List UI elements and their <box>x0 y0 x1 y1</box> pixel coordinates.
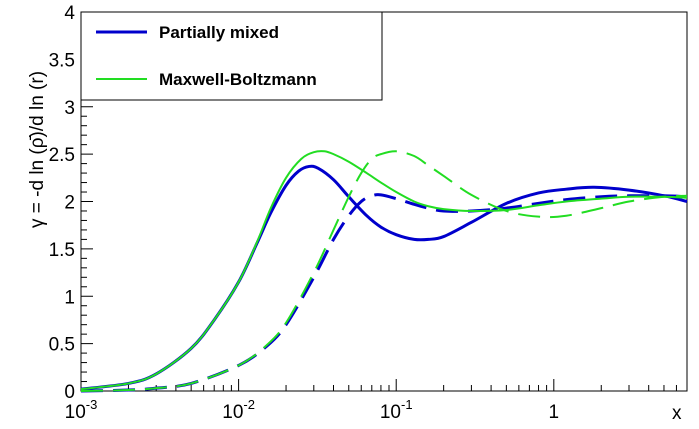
y-tick-label: 2 <box>64 193 75 214</box>
y-tick-label: 4 <box>64 3 75 24</box>
y-tick-label: 2.5 <box>49 145 75 166</box>
y-tick-label: 0.5 <box>49 335 75 356</box>
y-tick-label: 0 <box>64 382 75 403</box>
x-tick-label: 10-3 <box>65 397 98 423</box>
x-axis-title: x <box>672 403 682 424</box>
legend: Partially mixed Maxwell-Boltzmann <box>80 11 383 101</box>
y-tick-label: 3.5 <box>49 50 75 71</box>
x-tick-label: 10-2 <box>222 397 255 423</box>
legend-label-maxwell-boltzmann: Maxwell-Boltzmann <box>159 70 317 89</box>
y-tick-label: 1 <box>64 287 75 308</box>
series-line-3 <box>80 150 688 392</box>
series-lines <box>80 150 688 393</box>
x-tick-label: 10-1 <box>380 397 413 423</box>
y-axis-title: γ = -d ln (ρ̄)/d ln (r) <box>27 71 48 228</box>
legend-label-partially-mixed: Partially mixed <box>159 23 279 42</box>
series-line-1 <box>80 193 688 393</box>
y-tick-label: 1.5 <box>49 240 75 261</box>
y-tick-label: 3 <box>64 98 75 119</box>
x-tick-label: 1 <box>549 402 560 423</box>
legend-box <box>80 11 383 101</box>
series-line-2 <box>80 150 688 391</box>
tick-labels: 0 0.5 1 1.5 2 2.5 3 3.5 4 10-3 10-2 10-1 1 <box>49 3 560 423</box>
